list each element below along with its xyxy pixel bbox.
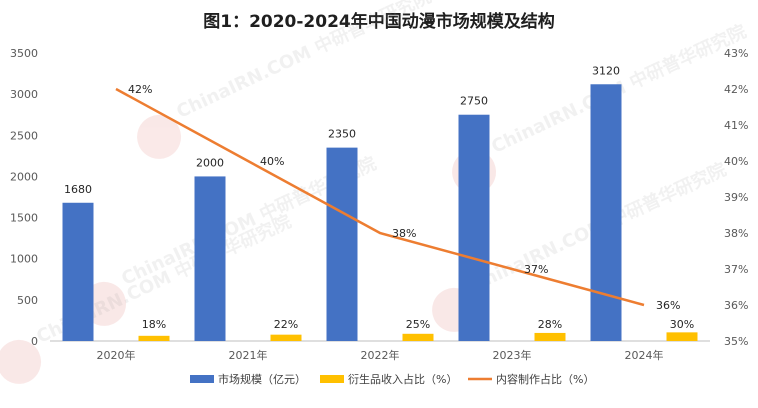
bar-value-label: 2350 xyxy=(328,128,356,141)
legend-swatch xyxy=(190,375,214,383)
legend-label: 衍生品收入占比（%） xyxy=(348,372,457,386)
line-value-label: 38% xyxy=(392,227,416,240)
bar-derivative-share xyxy=(138,335,170,341)
x-tick-label: 2020年 xyxy=(97,348,136,362)
bar-value-label: 1680 xyxy=(64,183,92,196)
bar-market-size xyxy=(326,147,358,341)
bar-value-label: 30% xyxy=(670,318,694,331)
line-value-label: 40% xyxy=(260,155,284,168)
bar-derivative-share xyxy=(270,334,302,341)
line-value-label: 42% xyxy=(128,83,152,96)
legend: 市场规模（亿元） 衍生品收入占比（%） 内容制作占比（%） xyxy=(190,372,594,386)
bar-market-size xyxy=(194,176,226,341)
line-value-label: 36% xyxy=(656,299,680,312)
legend-swatch xyxy=(320,375,344,383)
y-right-tick-label: 38% xyxy=(724,227,748,240)
y-right-tick-label: 37% xyxy=(724,263,748,276)
y-right-tick-label: 36% xyxy=(724,299,748,312)
line-content-share xyxy=(115,87,645,307)
y-left-tick-label: 2500 xyxy=(10,129,38,142)
y-left-tick-label: 3000 xyxy=(10,88,38,101)
y-right-tick-label: 42% xyxy=(724,83,748,96)
x-tick-label: 2024年 xyxy=(625,348,664,362)
chart-title: 图1：2020-2024年中国动漫市场规模及结构 xyxy=(203,11,555,32)
axes-group: 0 500 1000 1500 2000 2500 3000 3500 35% 36% 37% 38%… xyxy=(10,47,748,362)
y-left-tick-label: 0 xyxy=(31,335,38,348)
x-tick-label: 2022年 xyxy=(361,348,400,362)
line-value-label: 37% xyxy=(524,263,548,276)
watermark-logo-icon xyxy=(0,339,42,384)
x-tick-label: 2021年 xyxy=(229,348,268,362)
legend-label: 市场规模（亿元） xyxy=(218,372,306,386)
bar-market-size xyxy=(458,114,490,341)
line-group xyxy=(115,87,645,307)
y-left-tick-label: 2000 xyxy=(10,170,38,183)
y-left-tick-label: 500 xyxy=(17,294,38,307)
bar-value-label: 22% xyxy=(274,318,298,331)
y-left-tick-label: 1000 xyxy=(10,253,38,266)
bar-market-size xyxy=(62,202,94,341)
y-right-tick-label: 39% xyxy=(724,191,748,204)
legend-label: 内容制作占比（%） xyxy=(496,372,594,386)
y-right-tick-label: 35% xyxy=(724,335,748,348)
bar-value-label: 2750 xyxy=(460,95,488,108)
bar-value-label: 2000 xyxy=(196,156,224,169)
y-right-tick-label: 41% xyxy=(724,119,748,132)
y-right-tick-label: 43% xyxy=(724,47,748,60)
y-left-tick-label: 3500 xyxy=(10,47,38,60)
bar-value-label: 25% xyxy=(406,318,430,331)
x-tick-label: 2023年 xyxy=(493,348,532,362)
bars-group xyxy=(62,84,698,342)
bar-value-label: 28% xyxy=(538,318,562,331)
bar-value-label: 18% xyxy=(142,318,166,331)
data-labels-group: 1680 2000 2350 2750 3120 18% 22% 25% 28% 30% 42% 40… xyxy=(64,64,694,331)
bar-market-size xyxy=(590,84,622,342)
watermark-logo-icon xyxy=(137,114,182,159)
bar-value-label: 3120 xyxy=(592,64,620,77)
y-left-tick-label: 1500 xyxy=(10,212,38,225)
y-right-tick-label: 40% xyxy=(724,155,748,168)
watermark-stamp: ChinaIRN.COM 中研普华研究院 xyxy=(0,210,295,384)
bar-derivative-share xyxy=(402,333,434,341)
watermark-group: ChinaIRN.COM 中研普华研究院 ChinaIRN.COM 中研普华研究院… xyxy=(0,0,750,384)
bar-derivative-share xyxy=(534,332,566,341)
bar-derivative-share xyxy=(666,332,698,341)
